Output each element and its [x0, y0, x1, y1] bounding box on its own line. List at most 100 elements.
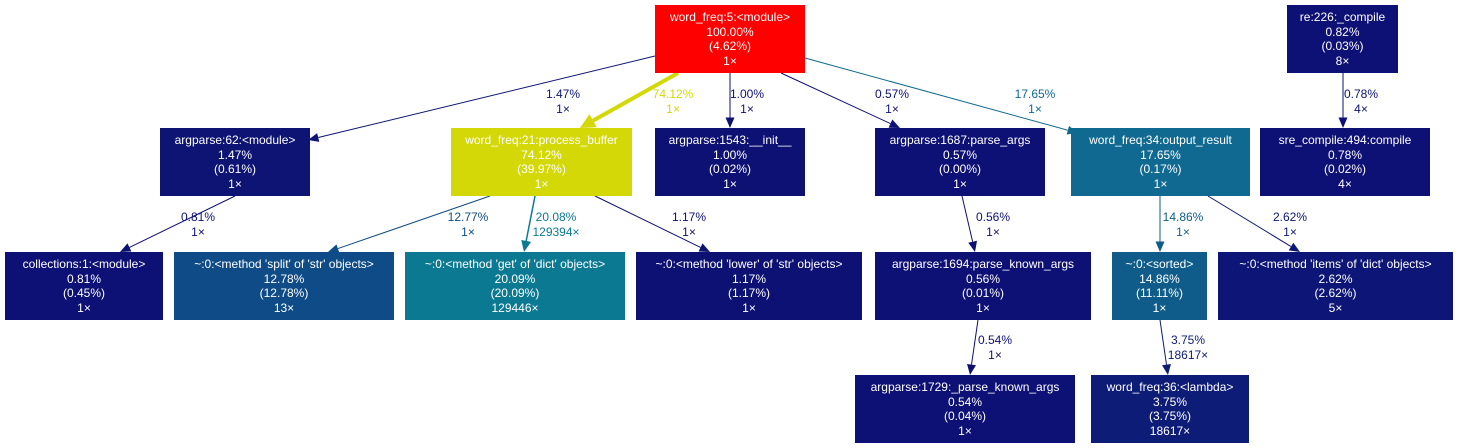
- edge-percent: 17.65%: [1014, 87, 1056, 101]
- edge-percent: 1.00%: [729, 87, 765, 101]
- node-self-percent: (2.62%): [1314, 286, 1357, 300]
- edge-label: 0.81% 1×: [181, 210, 215, 239]
- edge-label: 1.47% 1×: [546, 87, 580, 116]
- edge-arrowhead: [1338, 117, 1348, 128]
- edge-percent: 0.56%: [975, 210, 1011, 224]
- node-call-count: 5×: [1328, 300, 1343, 315]
- node-parse-args[interactable]: argparse:1687:parse_args 0.57% (0.00%) 1×: [875, 128, 1045, 196]
- node-self-percent: (0.02%): [708, 162, 752, 176]
- node-argparse62[interactable]: argparse:62:<module> 1.47% (0.61%) 1×: [160, 128, 310, 196]
- edge-label: 74.12% 1×: [653, 87, 694, 116]
- edge-percent: 12.77%: [447, 210, 489, 224]
- edge-label: 1.17% 1×: [672, 210, 706, 239]
- node-main[interactable]: word_freq:5:<module> 100.00% (4.62%) 1×: [655, 5, 805, 73]
- node-lower[interactable]: ~:0:<method 'lower' of 'str' objects> 1.1…: [636, 252, 862, 320]
- edge-arrowhead: [120, 243, 132, 252]
- node-self-percent: (0.00%): [938, 162, 982, 176]
- node-self-percent: (1.17%): [727, 286, 771, 300]
- node-lambda[interactable]: word_freq:36:<lambda> 3.75% (3.75%) 18617×: [1091, 375, 1249, 443]
- node-total-percent: 0.82%: [1325, 24, 1360, 39]
- node-output-result[interactable]: word_freq:34:output_result 17.65% (0.17%) 1…: [1071, 128, 1250, 196]
- node-total-percent: 2.62%: [1318, 271, 1353, 286]
- node-total-percent: 17.65%: [1140, 147, 1181, 162]
- node-total-percent: 3.75%: [1152, 394, 1188, 409]
- node-get[interactable]: ~:0:<method 'get' of 'dict' objects> 20.0…: [405, 252, 625, 320]
- node-name: collections:1:<module>: [22, 257, 146, 271]
- edge-label: 14.86% 1×: [1163, 210, 1204, 239]
- node-name: argparse:62:<module>: [174, 133, 296, 147]
- node-name: argparse:1687:parse_args: [889, 133, 1031, 147]
- node-name: ~:0:<method 'split' of 'str' objects>: [194, 257, 374, 271]
- node-self-percent: (0.45%): [62, 286, 106, 300]
- edge-percent: 1.17%: [671, 210, 707, 224]
- edge-label: 0.56% 1×: [976, 210, 1010, 239]
- edge-label: 17.65% 1×: [1015, 87, 1056, 116]
- edge-call-count: 1×: [1283, 224, 1297, 239]
- node-call-count: 1×: [723, 53, 737, 68]
- edge-main-to-process_buffer: [592, 71, 679, 123]
- node-total-percent: 1.00%: [712, 147, 748, 162]
- node-sre-compile[interactable]: sre_compile:494:compile 0.78% (0.02%) 4×: [1260, 128, 1430, 196]
- edge-percent: 14.86%: [1162, 210, 1204, 224]
- node-call-count: 18617×: [1149, 423, 1191, 438]
- node-split[interactable]: ~:0:<method 'split' of 'str' objects> 12.…: [174, 252, 394, 320]
- node-self-percent: (0.03%): [1321, 39, 1364, 53]
- node-name: argparse:1729:_parse_known_args: [870, 380, 1060, 394]
- edge-call-count: 18617×: [1167, 347, 1209, 362]
- edge-call-count: 1×: [988, 347, 1002, 362]
- edge-percent: 2.62%: [1272, 210, 1308, 224]
- edge-call-count: 1×: [1176, 224, 1190, 239]
- node-self-percent: (4.62%): [708, 39, 752, 53]
- edge-arrowhead: [888, 119, 900, 128]
- node-name: sre_compile:494:compile: [1278, 133, 1412, 147]
- node-total-percent: 1.47%: [217, 147, 253, 162]
- node-parse-known-args[interactable]: argparse:1694:parse_known_args 0.56% (0.01…: [875, 252, 1091, 320]
- node-call-count: 1×: [953, 176, 967, 191]
- edge-arrowhead: [968, 240, 978, 252]
- node-total-percent: 0.81%: [66, 271, 102, 286]
- node-re-compile[interactable]: re:226:_compile 0.82% (0.03%) 8×: [1287, 5, 1398, 73]
- node--parse-known-args[interactable]: argparse:1729:_parse_known_args 0.54% (0.0…: [855, 375, 1075, 443]
- node-total-percent: 100.00%: [706, 24, 754, 39]
- edge-process_buffer-to-split: [337, 195, 491, 250]
- edge-arrowhead: [698, 243, 710, 252]
- node-sorted[interactable]: ~:0:<sorted> 14.86% (11.11%) 1×: [1112, 252, 1207, 320]
- edge-call-count: 4×: [1354, 101, 1368, 116]
- node-name: argparse:1694:parse_known_args: [891, 257, 1075, 271]
- edge-call-count: 1×: [461, 224, 475, 239]
- node-name: ~:0:<method 'get' of 'dict' objects>: [424, 257, 606, 271]
- edge-call-count: 1×: [1028, 101, 1042, 116]
- node-process-buffer[interactable]: word_freq:21:process_buffer 74.12% (39.97%…: [451, 128, 632, 196]
- node-name: ~:0:<sorted>: [1125, 257, 1194, 271]
- node-call-count: 1×: [976, 300, 990, 315]
- edge-label: 1.00% 1×: [730, 87, 764, 116]
- edge-process_buffer-to-get: [525, 195, 536, 242]
- node-call-count: 1×: [228, 176, 242, 191]
- node-call-count: 1×: [742, 300, 756, 315]
- edge-label: 2.62% 1×: [1273, 210, 1307, 239]
- edge-arrowhead: [1288, 242, 1300, 252]
- node-call-count: 1×: [1152, 300, 1167, 315]
- node-total-percent: 0.56%: [965, 271, 1001, 286]
- edge-label: 0.78% 4×: [1344, 87, 1378, 116]
- node-name: re:226:_compile: [1299, 10, 1386, 24]
- node-items[interactable]: ~:0:<method 'items' of 'dict' objects> 2.…: [1218, 252, 1453, 320]
- node-total-percent: 0.78%: [1327, 147, 1363, 162]
- node-argparse-init[interactable]: argparse:1543:__init__ 1.00% (0.02%) 1×: [655, 128, 805, 196]
- edge-process_buffer-to-lower: [594, 195, 701, 248]
- node-total-percent: 0.54%: [947, 394, 983, 409]
- edge-percent: 0.54%: [977, 333, 1013, 347]
- node-name: word_freq:5:<module>: [669, 10, 791, 24]
- edge-arrowhead: [308, 133, 320, 142]
- edge-sorted-to-lambda: [1159, 319, 1167, 365]
- edge-parse_args-to-parse_known_args: [961, 195, 974, 242]
- edge-label: 0.54% 1×: [978, 333, 1012, 362]
- node-total-percent: 0.57%: [942, 147, 978, 162]
- node-collections[interactable]: collections:1:<module> 0.81% (0.45%) 1×: [5, 252, 163, 320]
- edge-argparse62-to-collections: [129, 195, 236, 248]
- node-self-percent: (0.61%): [213, 162, 257, 176]
- edge-arrowhead: [328, 244, 340, 253]
- node-call-count: 1×: [958, 423, 972, 438]
- node-name: ~:0:<method 'items' of 'dict' objects>: [1239, 257, 1432, 271]
